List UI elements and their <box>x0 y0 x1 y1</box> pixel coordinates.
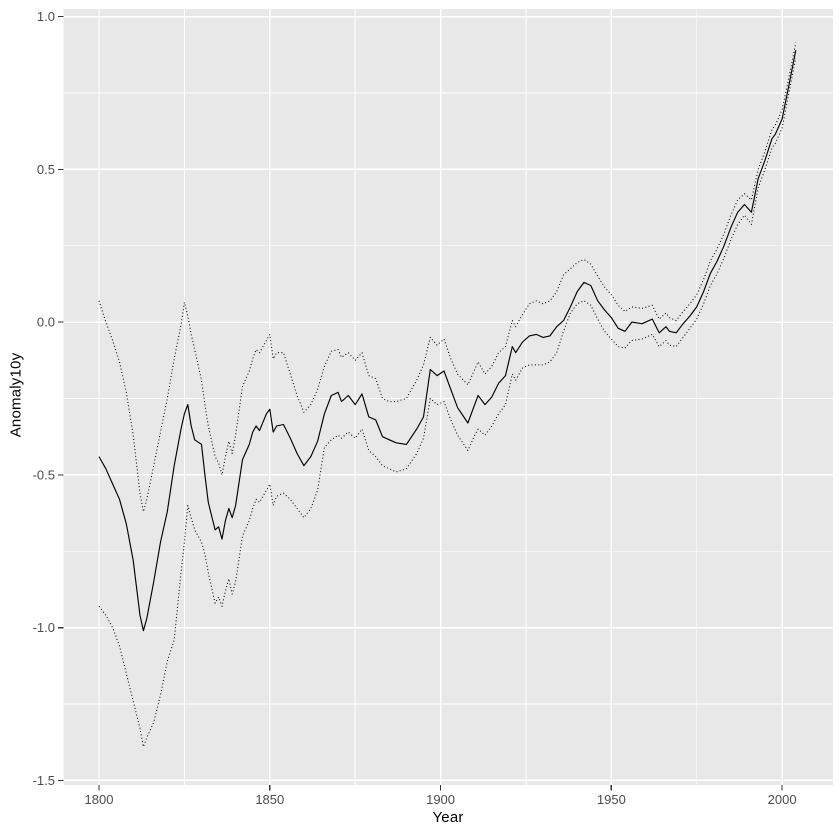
x-tick-label: 1850 <box>255 792 284 807</box>
y-tick-labels: 1.0 0.5 0.0 -0.5 -1.0 -1.5 <box>33 9 55 788</box>
x-tick-label: 2000 <box>768 792 797 807</box>
minor-gridlines <box>63 9 833 785</box>
y-tick-label: 0.5 <box>37 162 55 177</box>
axis-tick-marks <box>58 16 783 791</box>
mean-line <box>98 50 797 632</box>
x-tick-label: 1950 <box>597 792 626 807</box>
y-tick-label: 1.0 <box>37 9 55 24</box>
panel-background <box>63 9 833 785</box>
y-axis-title: Anomaly10y <box>7 352 25 438</box>
x-tick-labels: 1800 1850 1900 1950 2000 <box>85 792 797 807</box>
x-tick-label: 1800 <box>85 792 114 807</box>
major-gridlines <box>63 9 833 785</box>
y-tick-label: -0.5 <box>33 467 55 482</box>
y-tick-label: -1.5 <box>33 773 55 788</box>
x-axis-title: Year <box>432 809 464 826</box>
x-tick-label: 1900 <box>426 792 455 807</box>
y-tick-label: -1.0 <box>33 620 55 635</box>
y-tick-label: 0.0 <box>37 315 55 330</box>
